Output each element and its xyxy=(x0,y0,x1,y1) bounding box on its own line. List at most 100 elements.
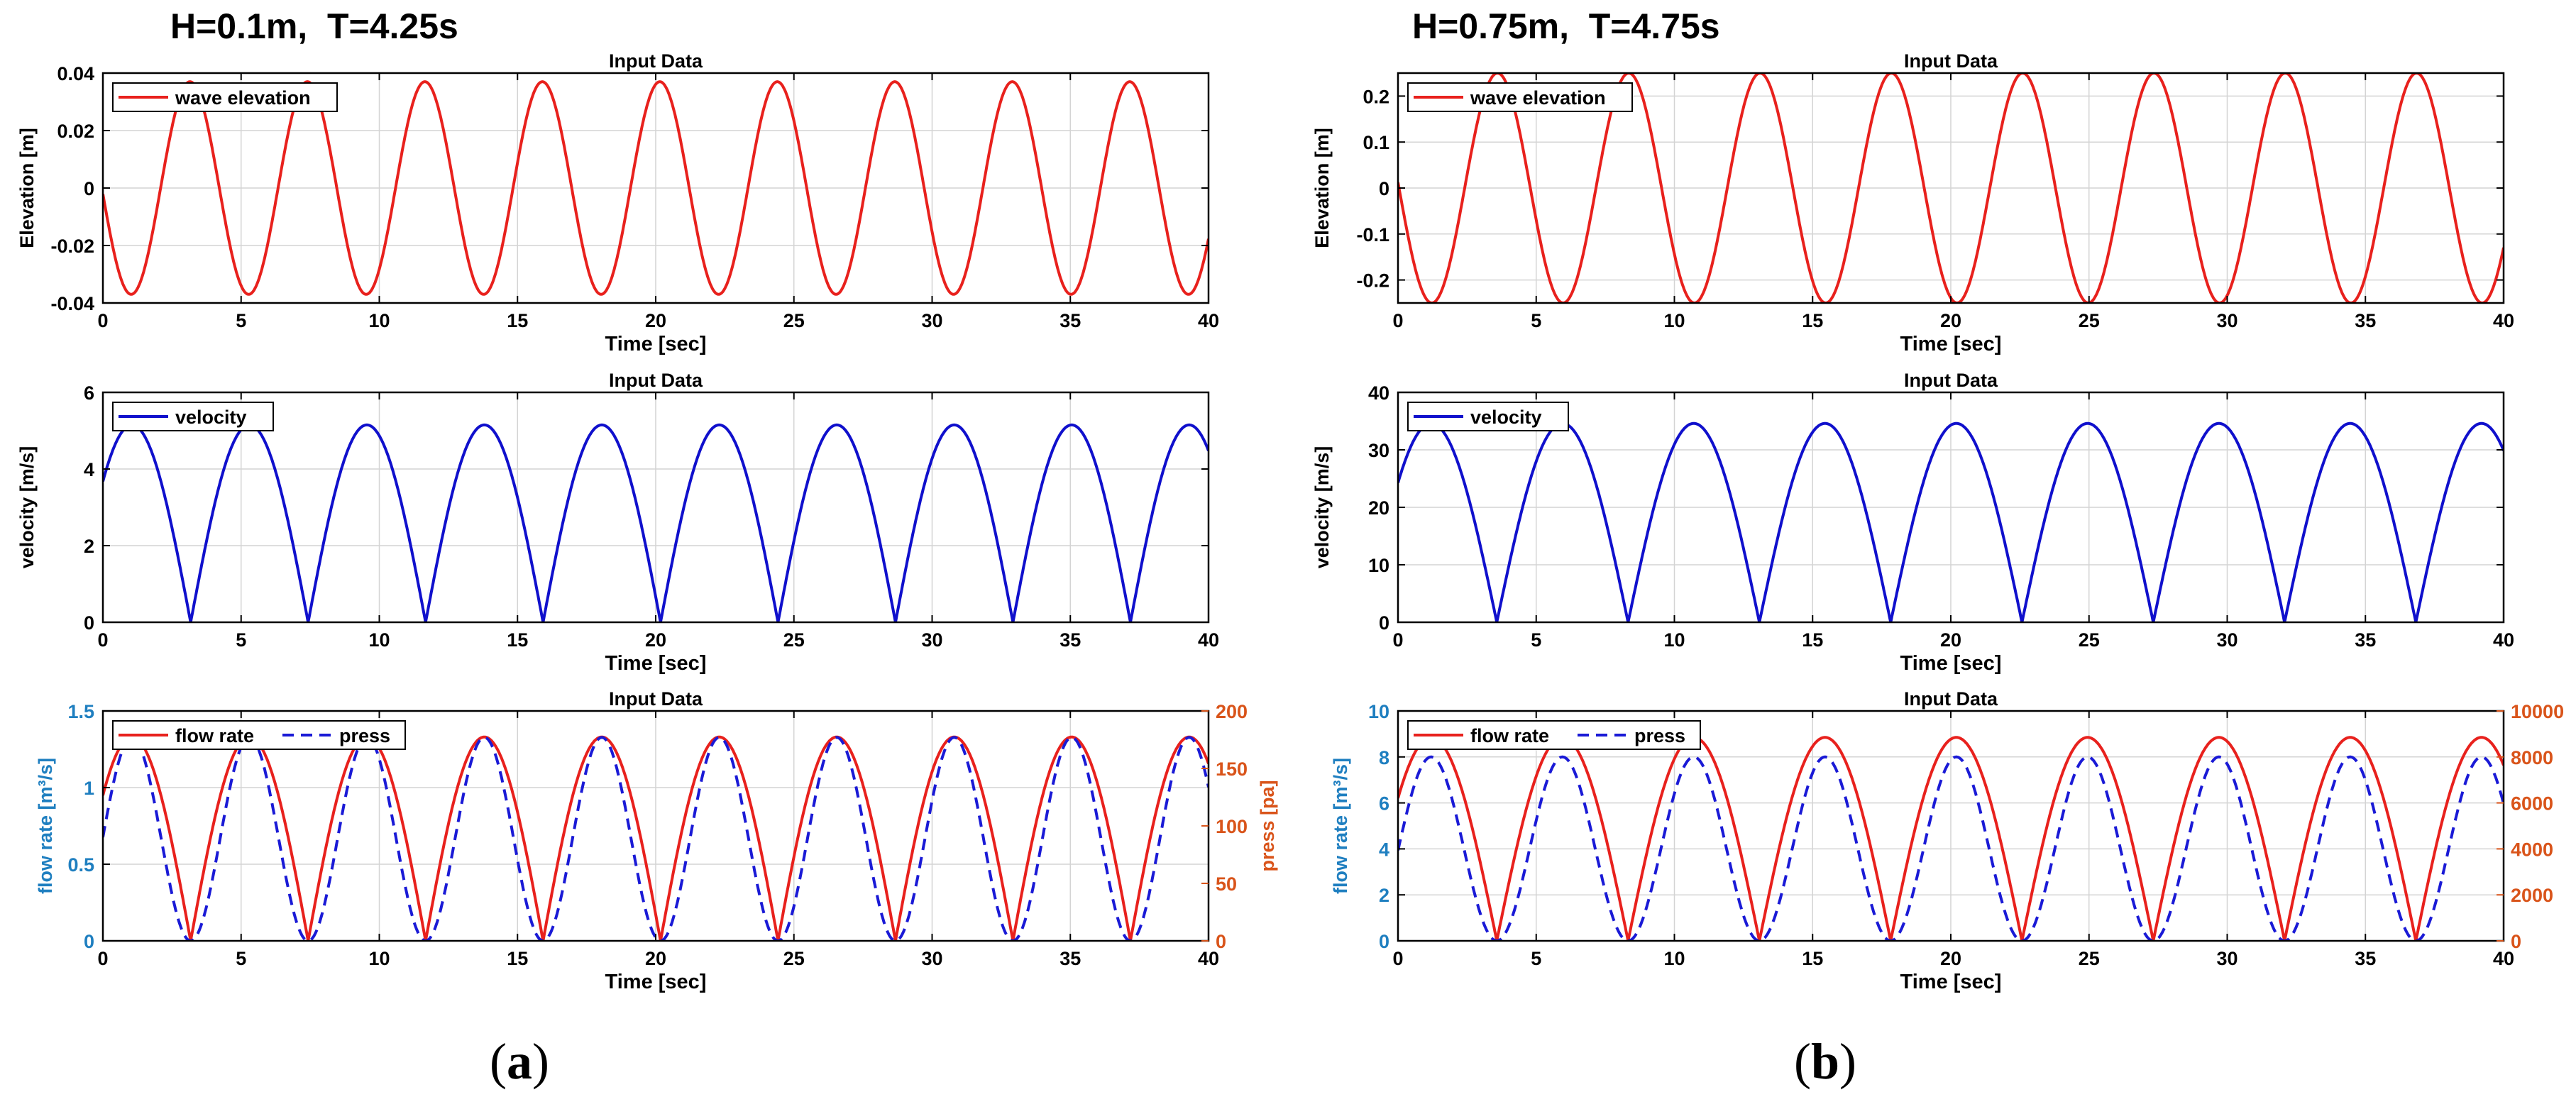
panel-b-row-3-y-tick-label: 2 xyxy=(1379,885,1389,906)
panel-b-row-3-y2-tick-label: 10000 xyxy=(2511,701,2564,722)
panel-b-row-2-x-tick-label: 20 xyxy=(1940,629,1961,651)
panel-b-row-1-legend-entry: wave elevation xyxy=(1470,87,1606,109)
panel-b-row-3-x-axis-label: Time [sec] xyxy=(1900,971,2002,993)
panel-a-row-1-x-tick-label: 0 xyxy=(97,310,108,331)
panel-b-row-3-y-tick-label: 10 xyxy=(1368,701,1389,722)
panel-a-row-3-x-tick-label: 5 xyxy=(236,948,246,969)
panel-a-row-3-y-tick-label: 1.5 xyxy=(67,701,94,722)
panel-b-row-3-y2-tick-label: 0 xyxy=(2511,931,2521,952)
panel-a-row-3-x-tick-label: 15 xyxy=(507,948,528,969)
panel-a-row-1-y-axis-label: Elevation [m] xyxy=(16,128,38,248)
panel-a-row-3-legend-box xyxy=(112,720,406,750)
panel-a-row-3-x-tick-label: 10 xyxy=(368,948,390,969)
panel-a-row-1-chart: 0 5 10 15 20 25 30 35 40 -0.04 -0.02 0 0.02 0.04 Input… xyxy=(16,50,1219,355)
panel-a-row-1-legend-entry: wave elevation xyxy=(175,87,311,109)
panel-a-row-1-title: Input Data xyxy=(609,50,703,72)
panel-b-heading: H=0.75m, T=4.75s xyxy=(1412,6,1720,46)
panel-b-row-1-x-tick-label: 10 xyxy=(1663,310,1685,331)
panel-a-row-1-x-tick-label: 30 xyxy=(921,310,942,331)
panel-b-row-2-series-velocity xyxy=(1398,421,2504,622)
panel-a-row-2-y-tick-label: 0 xyxy=(84,612,94,634)
panel-a-row-3-x-tick-label: 20 xyxy=(645,948,666,969)
panel-a-row-1-series-group xyxy=(103,80,1209,296)
panel-a-row-2-x-tick-label: 30 xyxy=(921,629,942,651)
panel-b-row-2-title: Input Data xyxy=(1904,370,1998,391)
panel-a-row-2-legend: velocity xyxy=(112,402,274,431)
panel-a-row-3-y-tick-label: 0.5 xyxy=(67,854,94,876)
panel-a-row-3-legend: flow rate press xyxy=(112,720,406,750)
panel-b-row-3-y-tick-label: 8 xyxy=(1379,747,1389,768)
panel-b-row-3-legend-entry: press xyxy=(1634,725,1685,746)
panel-a-row-2-y-axis-label: velocity [m/s] xyxy=(16,446,38,569)
panel-a-row-3-y2-tick-label: 0 xyxy=(1216,931,1226,952)
panel-b-row-1-x-tick-label: 5 xyxy=(1531,310,1541,331)
panel-b-row-2-x-tick-label: 10 xyxy=(1663,629,1685,651)
panel-a-heading: H=0.1m, T=4.25s xyxy=(170,6,458,46)
panel-a-row-3-x-tick-label: 35 xyxy=(1059,948,1081,969)
panel-b-row-3-x-tick-label: 15 xyxy=(1802,948,1823,969)
panel-a-row-2-x-tick-label: 40 xyxy=(1198,629,1219,651)
panel-b-row-3-y-tick-label: 0 xyxy=(1379,931,1389,952)
panel-b-row-1-x-tick-label: 0 xyxy=(1392,310,1403,331)
panel-a-row-2-series-velocity xyxy=(103,423,1209,622)
panel-b-row-2-legend: velocity xyxy=(1407,402,1569,431)
panel-a-row-2-legend-entry: velocity xyxy=(175,407,247,428)
panel-b-row-1-chart: 0 5 10 15 20 25 30 35 40 -0.2 -0.1 0 0.1 0.2 Input Dat… xyxy=(1311,50,2514,355)
panel-b-row-1-x-tick-label: 40 xyxy=(2493,310,2514,331)
panel-b-row-3-series-press xyxy=(1398,755,2504,941)
panel-b-row-3-y2-tick-label: 6000 xyxy=(2511,793,2553,815)
panel-a-label: (a) xyxy=(490,1033,549,1090)
panel-a-row-2-x-axis-label: Time [sec] xyxy=(605,652,707,675)
panel-b-row-3-y2-tick-label: 2000 xyxy=(2511,885,2553,906)
panel-b-row-3-legend-entry: flow rate xyxy=(1470,725,1549,746)
panel-a-row-3-y-tick-label: 1 xyxy=(84,778,94,799)
panel-b-row-3-x-tick-label: 10 xyxy=(1663,948,1685,969)
panel-a-row-1-y-tick-label: 0.02 xyxy=(57,121,94,142)
panel-b-row-2-x-tick-label: 30 xyxy=(2216,629,2238,651)
panel-a-row-1-x-tick-label: 10 xyxy=(368,310,390,331)
panel-b-row-1-title: Input Data xyxy=(1904,50,1998,72)
panel-b-row-1-x-tick-label: 35 xyxy=(2355,310,2376,331)
panel-b-row-3-chart: 0 5 10 15 20 25 30 35 40024681002000400060008000… xyxy=(1330,688,2564,993)
panel-a-row-1-y-tick-label: -0.02 xyxy=(50,236,94,257)
panel-a-row-3-series-press xyxy=(103,736,1209,941)
panel-a-row-1-x-axis-label: Time [sec] xyxy=(605,333,707,355)
panel-a-row-2-x-tick-label: 25 xyxy=(783,629,805,651)
panel-a-row-2-y-tick-label: 2 xyxy=(84,536,94,557)
panel-a-row-2-y-tick-label: 4 xyxy=(84,459,94,480)
panel-b-row-1-y-tick-label: 0.2 xyxy=(1363,86,1389,107)
panel-b-row-1-legend: wave elevation xyxy=(1407,82,1633,112)
panel-b-row-1-y-tick-label: 0 xyxy=(1379,178,1389,199)
panel-a-row-2-title: Input Data xyxy=(609,370,703,391)
panel-a-row-3-y2-tick-label: 100 xyxy=(1216,816,1248,837)
panel-a-row-2-chart: 0 5 10 15 20 25 30 35 40 0 2 4 6 Input Data Time [sec]… xyxy=(16,370,1219,675)
panel-b-letter: b xyxy=(1810,1033,1840,1090)
panel-a-row-2-x-tick-label: 15 xyxy=(507,629,528,651)
panel-a-row-2-y-tick-label: 6 xyxy=(84,382,94,404)
panel-b-row-2-y-tick-label: 40 xyxy=(1368,382,1389,404)
panel-b-row-1-x-tick-label: 30 xyxy=(2216,310,2238,331)
panel-a-row-3-y2-tick-label: 50 xyxy=(1216,873,1237,895)
panel-a-row-3-y2-tick-label: 200 xyxy=(1216,701,1248,722)
panel-a-row-1-x-tick-label: 15 xyxy=(507,310,528,331)
panel-a-row-1-series-wave-elevation xyxy=(103,80,1209,296)
panel-a-row-1-y-tick-label: -0.04 xyxy=(50,293,94,314)
panel-b-row-3-y-tick-label: 4 xyxy=(1379,839,1389,860)
panel-a-row-3-series-group xyxy=(103,735,1209,941)
panel-a-letter: a xyxy=(506,1033,532,1090)
panel-a-row-2-x-tick-label: 35 xyxy=(1059,629,1081,651)
panel-b-row-3-y2-tick-label: 8000 xyxy=(2511,747,2553,768)
panel-b-row-2-x-tick-label: 15 xyxy=(1802,629,1823,651)
panel-b-row-3-x-tick-label: 35 xyxy=(2355,948,2376,969)
panel-b-row-2-x-tick-label: 0 xyxy=(1392,629,1403,651)
panel-b-row-2-y-tick-label: 10 xyxy=(1368,555,1389,576)
panel-a-row-2-x-tick-label: 0 xyxy=(97,629,108,651)
panel-a-row-3-legend-entry: flow rate xyxy=(175,725,254,746)
panel-a-row-1-x-tick-label: 40 xyxy=(1198,310,1219,331)
panel-a-row-1-x-tick-label: 5 xyxy=(236,310,246,331)
panel-b-row-2-legend-entry: velocity xyxy=(1470,407,1542,428)
panel-b-row-2-x-tick-label: 5 xyxy=(1531,629,1541,651)
panel-b-row-3-x-tick-label: 25 xyxy=(2079,948,2100,969)
panel-a-row-1-x-tick-label: 20 xyxy=(645,310,666,331)
